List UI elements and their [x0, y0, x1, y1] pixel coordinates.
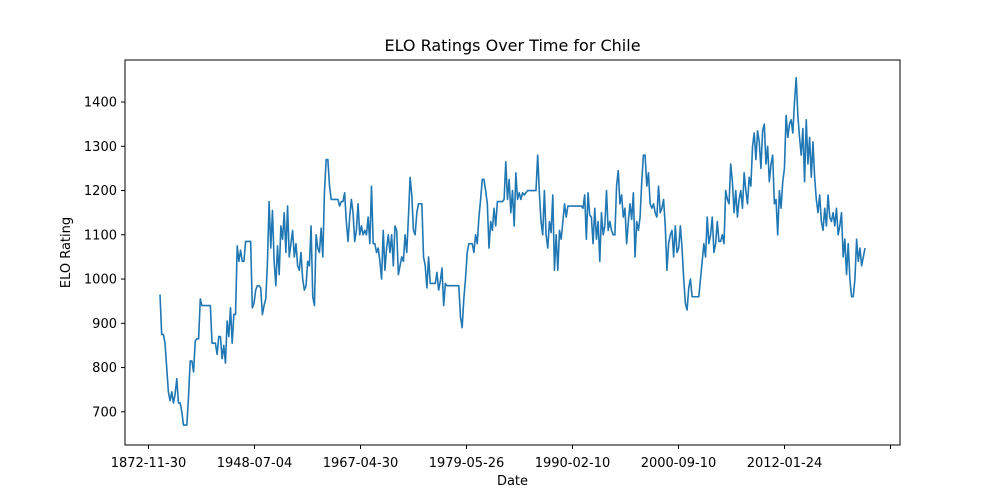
x-axis: 1872-11-30 1948-07-04 1967-04-30 1979-05-26… — [111, 445, 891, 471]
y-tick-label: 1200 — [84, 184, 117, 199]
plot-area — [159, 76, 866, 426]
y-axis-label: ELO Rating — [59, 217, 74, 288]
x-tick-label: 2000-09-10 — [641, 456, 717, 471]
y-axis: 700 800 900 1000 1100 1200 1300 1400 — [84, 96, 125, 420]
chart-title: ELO Ratings Over Time for Chile — [384, 36, 640, 55]
x-tick-label: 1979-05-26 — [429, 456, 505, 471]
y-tick-label: 1100 — [84, 228, 117, 243]
series-line — [159, 76, 866, 426]
y-tick-label: 1400 — [84, 96, 117, 111]
x-tick-label: 1872-11-30 — [111, 456, 187, 471]
x-tick-label: 1967-04-30 — [323, 456, 399, 471]
y-tick-label: 700 — [92, 405, 117, 420]
y-tick-label: 800 — [92, 361, 117, 376]
plot-frame — [124, 59, 901, 446]
y-tick-label: 900 — [92, 317, 117, 332]
x-tick-label: 1990-02-10 — [535, 456, 611, 471]
x-tick-label: 2012-01-24 — [747, 456, 823, 471]
y-tick-label: 1000 — [84, 273, 117, 288]
y-tick-label: 1300 — [84, 140, 117, 155]
x-tick-label: 1948-07-04 — [217, 456, 293, 471]
x-axis-label: Date — [497, 474, 528, 489]
